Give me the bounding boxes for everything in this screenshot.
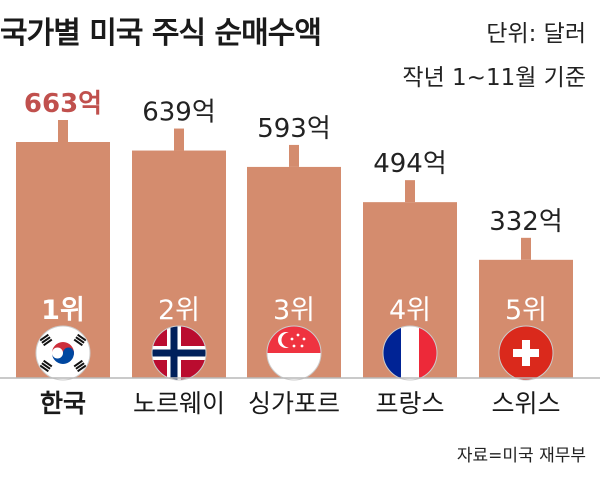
chart-title: 국가별 미국 주식 순매수액: [0, 16, 322, 51]
france-flag-icon: [382, 325, 438, 381]
category-label-5: 스위스: [491, 389, 560, 418]
category-label-3: 싱가포르: [248, 389, 340, 418]
rank-label-1: 1위: [41, 295, 85, 326]
rank-label-2: 2위: [158, 295, 200, 326]
bar-tab-1: [58, 120, 68, 142]
south-korea-flag-icon: [35, 325, 91, 381]
value-label-4: 494억: [373, 149, 447, 179]
bar-tab-4: [405, 180, 415, 203]
category-label-2: 노르웨이: [133, 389, 225, 418]
rank-label-4: 4위: [389, 295, 431, 326]
period-label: 작년 1~11월 기준: [402, 65, 586, 91]
switzerland-flag-icon: [498, 325, 554, 381]
bar-tab-5: [521, 237, 531, 260]
bar-tab-2: [174, 128, 184, 151]
unit-label: 단위: 달러: [486, 21, 586, 47]
value-label-5: 332억: [489, 207, 563, 237]
value-label-1: 663억: [24, 89, 102, 119]
rank-label-5: 5위: [505, 295, 547, 326]
value-label-3: 593억: [257, 114, 331, 144]
rank-label-3: 3위: [273, 295, 315, 326]
value-label-2: 639억: [142, 98, 216, 128]
norway-flag-icon: [151, 325, 207, 381]
bar-tab-3: [289, 144, 299, 167]
source-label: 자료=미국 재무부: [456, 446, 586, 466]
category-label-4: 프랑스: [375, 389, 444, 418]
category-label-1: 한국: [40, 389, 86, 418]
singapore-flag-icon: [266, 325, 322, 381]
